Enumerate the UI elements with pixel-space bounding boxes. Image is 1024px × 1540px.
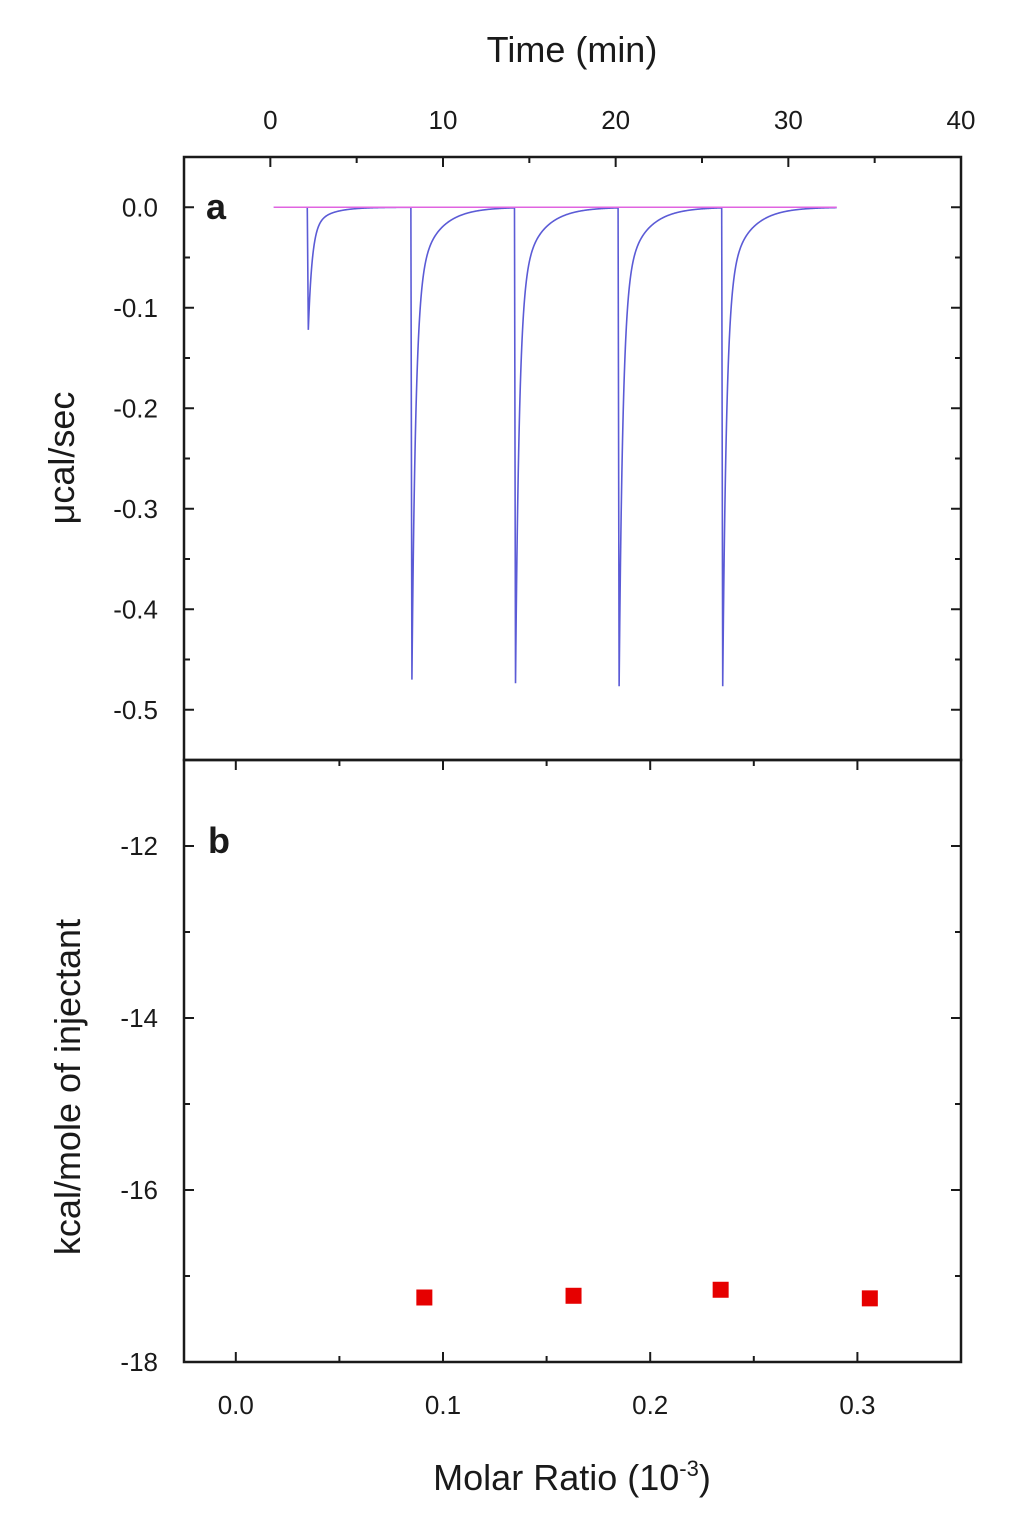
- panel-b-data-point: [712, 1281, 729, 1298]
- panel-a-y-tick-label: 0.0: [122, 192, 158, 222]
- panel-b-data-point: [861, 1290, 878, 1307]
- panel-a-label: a: [206, 186, 227, 227]
- panel-b-y-tick-label: -16: [120, 1175, 158, 1205]
- panel-b-y-tick-label: -14: [120, 1003, 158, 1033]
- panel-b-tick-labels: 0.0 0.1 0.2 0.3 -12 -14 -16 -18: [120, 831, 875, 1420]
- panel-b-x-tick-label: 0.2: [632, 1390, 668, 1420]
- panel-b-y-tick-label: -12: [120, 831, 158, 861]
- panel-b-label: b: [208, 820, 230, 861]
- panel-b-series: [416, 1281, 878, 1307]
- panel-a-tick-labels: 0 10 20 30 40 0.0 -0.1 -0.2 -0.3 -0.4 -0.5: [113, 105, 975, 725]
- panel-a-ticks: [184, 157, 962, 761]
- panel-a-frame: [182, 155, 963, 762]
- panel-a-x-tick-label: 0: [263, 105, 277, 135]
- panel-b-ticks: [184, 759, 961, 1363]
- panel-a-y-tick-label: -0.3: [113, 494, 158, 524]
- panel-a-thermogram: 0 10 20 30 40 0.0 -0.1 -0.2 -0.3 -0.4 -0.5 Time (m…: [41, 29, 975, 762]
- panel-b-y-axis-title: kcal/mole of injectant: [47, 919, 88, 1255]
- panel-b-binding-isotherm: 0.0 0.1 0.2 0.3 -12 -14 -16 -18 Molar Ratio (10…: [47, 758, 963, 1498]
- panel-a-y-axis-title: μcal/sec: [41, 392, 82, 525]
- panel-a-y-tick-label: -0.2: [113, 393, 158, 423]
- panel-a-y-tick-label: -0.5: [113, 695, 158, 725]
- panel-b-y-tick-label: -18: [120, 1347, 158, 1377]
- panel-a-x-axis-title: Time (min): [487, 29, 658, 70]
- panel-a-x-tick-label: 30: [774, 105, 803, 135]
- panel-b-x-tick-label: 0.0: [218, 1390, 254, 1420]
- panel-a-thermogram-trace: [273, 206, 837, 687]
- panel-b-data-point: [416, 1289, 433, 1306]
- panel-b-x-axis-title-superscript: -3: [679, 1456, 699, 1481]
- panel-b-x-tick-label: 0.1: [425, 1390, 461, 1420]
- panel-a-x-tick-label: 10: [429, 105, 458, 135]
- panel-a-series: [273, 206, 837, 687]
- panel-b-x-axis-title: Molar Ratio (10-3): [433, 1456, 711, 1498]
- panel-a-y-tick-label: -0.1: [113, 293, 158, 323]
- panel-a-x-tick-label: 20: [601, 105, 630, 135]
- panel-b-data-point: [565, 1287, 582, 1304]
- panel-b-frame: [182, 758, 963, 1364]
- panel-a-x-tick-label: 40: [947, 105, 976, 135]
- panel-b-x-tick-label: 0.3: [839, 1390, 875, 1420]
- panel-a-y-tick-label: -0.4: [113, 594, 158, 624]
